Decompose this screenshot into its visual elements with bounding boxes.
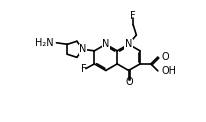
Text: O: O <box>162 52 169 62</box>
Text: F: F <box>130 11 136 21</box>
Text: F: F <box>81 64 86 74</box>
Text: OH: OH <box>162 66 177 76</box>
Text: N: N <box>125 39 132 49</box>
Text: H₂N: H₂N <box>35 38 53 48</box>
Text: N: N <box>79 44 87 54</box>
Text: N: N <box>102 39 109 49</box>
Text: O: O <box>126 77 133 87</box>
